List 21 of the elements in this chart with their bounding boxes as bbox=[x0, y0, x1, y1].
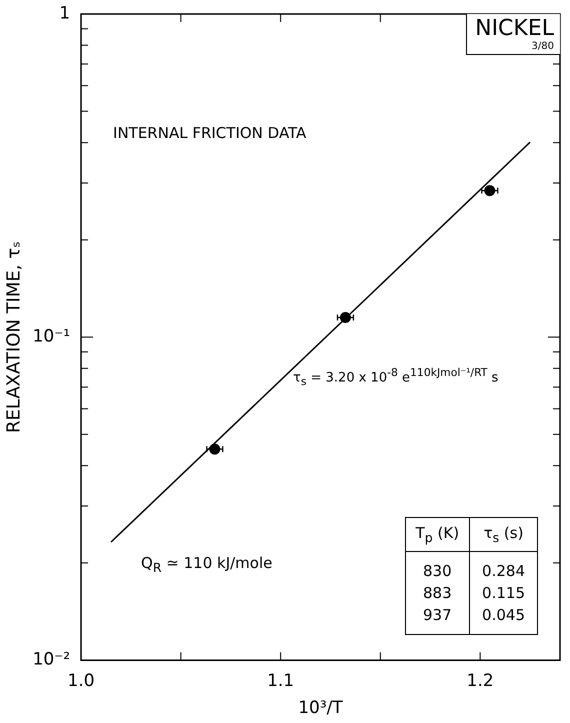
annotation: 830 bbox=[405, 552, 470, 582]
annotation: 937 bbox=[405, 604, 470, 635]
annotation: 0.045 bbox=[470, 604, 538, 635]
annotation: τ$_{s}$ (s) bbox=[470, 518, 538, 552]
x-tick-label: 1.1 bbox=[267, 670, 294, 691]
text: 3/80 bbox=[530, 41, 554, 52]
x-tick-label: 1.2 bbox=[466, 670, 494, 691]
annotation: 883 bbox=[405, 582, 470, 604]
annotation: INTERNAL FRICTION DATA bbox=[113, 124, 306, 142]
x-axis-title: 10³/T bbox=[298, 698, 344, 718]
y-axis-title: RELAXATION TIME, τₛ bbox=[3, 241, 24, 433]
annotation: T$_{p}$ (K) bbox=[405, 518, 470, 552]
x-tick-label: 1.0 bbox=[67, 670, 95, 691]
annotation: τ$_{s}$ = 3.20 x 10$^{-8}$ e$^{110kJmol⁻¹/RT}$ s bbox=[293, 366, 498, 388]
annotation: Q$_{R}$ ≃ 110 kJ/mole bbox=[141, 554, 272, 575]
y-tick-label: 10⁻² bbox=[32, 650, 70, 670]
chart-title: NICKEL bbox=[475, 16, 554, 41]
y-tick-label: 10⁻¹ bbox=[32, 326, 70, 347]
annotation: 0.115 bbox=[470, 582, 538, 604]
annotation: 0.284 bbox=[470, 552, 538, 582]
y-tick-label: 1 bbox=[59, 3, 70, 24]
